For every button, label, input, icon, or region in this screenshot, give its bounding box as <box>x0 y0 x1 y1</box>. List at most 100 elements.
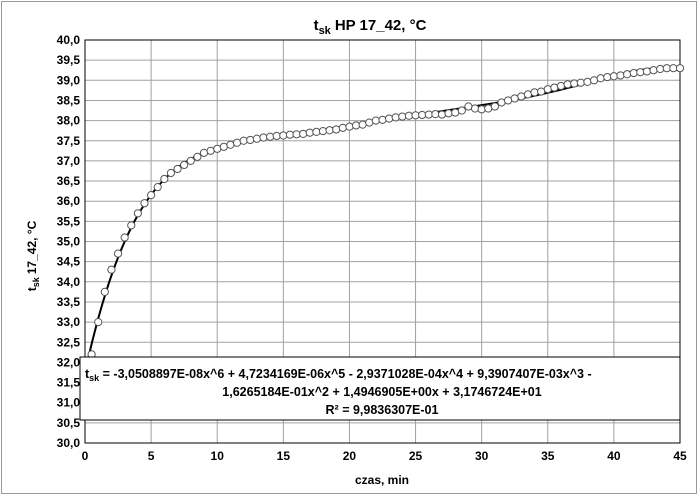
trendline <box>84 67 681 373</box>
data-point <box>246 135 255 145</box>
data-point <box>649 66 658 75</box>
data-point <box>351 121 361 130</box>
data-point <box>517 92 526 101</box>
data-point <box>338 123 347 132</box>
data-point <box>570 79 579 88</box>
trendline-curve <box>84 67 681 373</box>
x-tick-label: 5 <box>148 449 155 463</box>
data-point <box>299 129 308 138</box>
data-point <box>656 64 665 74</box>
r-squared-label: R² = 9,9836307E-01 <box>326 403 439 417</box>
data-point <box>232 138 242 147</box>
plot-area <box>84 39 681 444</box>
data-point <box>642 67 652 76</box>
data-point <box>457 106 466 115</box>
x-tick-label: 10 <box>211 449 225 463</box>
data-point <box>292 130 301 139</box>
data-point <box>418 110 427 120</box>
data-point <box>312 127 321 136</box>
data-point <box>431 110 440 119</box>
data-point <box>589 76 599 85</box>
data-point <box>180 160 189 170</box>
data-point <box>199 148 209 157</box>
data-point <box>470 104 480 113</box>
y-tick-label: 33,5 <box>57 295 81 309</box>
chart-title: tsk HP 17_42, °C <box>314 17 427 37</box>
data-point <box>133 209 142 218</box>
data-point <box>305 128 314 137</box>
y-tick-label: 35,5 <box>57 214 81 228</box>
data-point <box>107 265 116 274</box>
x-tick-label: 20 <box>343 449 357 463</box>
data-point <box>239 136 248 145</box>
data-point <box>371 116 380 125</box>
x-tick-label: 30 <box>475 449 489 463</box>
y-tick-label: 31,0 <box>57 396 81 410</box>
y-tick-label: 39,5 <box>57 53 81 67</box>
data-point <box>563 80 572 89</box>
data-point <box>510 94 519 103</box>
data-point <box>166 168 176 178</box>
data-point <box>252 134 261 143</box>
data-point <box>318 126 328 136</box>
data-point <box>411 111 420 120</box>
y-tick-label: 33,0 <box>57 315 81 329</box>
data-point <box>385 114 394 123</box>
data-point <box>173 164 182 174</box>
y-tick-label: 30,5 <box>57 416 81 430</box>
equation-line-1: tsk = -3,0508897E-08x^6 + 4,7234169E-06x… <box>85 367 592 383</box>
data-point <box>675 64 685 73</box>
y-tick-label: 31,5 <box>57 376 81 390</box>
x-tick-labels: 0 5 10 15 20 25 30 35 40 45 <box>82 449 687 463</box>
data-point <box>451 108 460 117</box>
data-point <box>266 132 275 141</box>
x-tick-label: 0 <box>82 449 89 463</box>
y-tick-label: 38,0 <box>57 114 81 128</box>
data-point <box>100 287 109 296</box>
data-point <box>444 109 453 118</box>
data-point <box>530 88 539 97</box>
y-tick-label: 34,5 <box>57 255 81 269</box>
data-point <box>219 142 228 151</box>
data-point <box>113 249 123 258</box>
data-point <box>226 140 235 149</box>
data-point <box>523 90 533 99</box>
data-point <box>325 126 334 135</box>
y-tick-label: 39,0 <box>57 73 81 87</box>
y-axis-label: tsk17_42, °C <box>25 220 41 291</box>
data-point <box>484 104 493 113</box>
data-point <box>609 72 618 81</box>
y-tick-label: 32,5 <box>57 335 81 349</box>
y-tick-label: 30,0 <box>57 436 81 450</box>
data-point <box>378 115 387 124</box>
x-tick-label: 40 <box>607 449 621 463</box>
x-axis-label: czas, min <box>355 473 409 487</box>
x-tick-label: 45 <box>673 449 687 463</box>
data-point <box>120 233 129 242</box>
data-point <box>398 112 407 121</box>
data-point <box>477 105 486 114</box>
y-tick-label: 37,0 <box>57 154 81 168</box>
data-point <box>365 118 374 127</box>
data-point <box>127 221 136 230</box>
data-point <box>391 113 400 122</box>
data-point <box>596 74 605 83</box>
data-points <box>80 64 685 375</box>
data-point <box>629 68 638 78</box>
data-point <box>186 156 195 165</box>
data-point <box>583 77 592 87</box>
data-point <box>332 125 341 134</box>
data-point <box>285 130 295 139</box>
data-point <box>272 131 281 141</box>
data-point <box>404 111 414 120</box>
data-point <box>193 152 202 161</box>
data-point <box>504 96 513 105</box>
y-tick-label: 34,0 <box>57 275 81 289</box>
data-point <box>603 72 612 82</box>
data-point <box>213 144 222 153</box>
data-point <box>424 110 433 119</box>
data-point <box>623 70 632 79</box>
data-point <box>160 174 169 184</box>
equation-line-2: 1,6265184E-01x^2 + 1,4946905E+00x + 3,17… <box>222 385 541 399</box>
